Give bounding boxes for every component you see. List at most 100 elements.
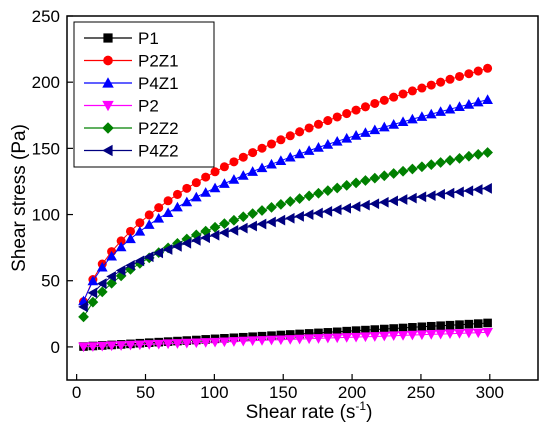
y-tick-label: 50 (41, 272, 60, 291)
legend-label-p1: P1 (138, 29, 159, 48)
data-point-p2z2 (313, 187, 324, 199)
data-point-p1 (323, 328, 333, 337)
data-point-p4z1 (106, 250, 117, 261)
data-point-p1 (267, 331, 276, 340)
data-point-p2z2 (397, 165, 409, 177)
legend-item-p4z1: P4Z1 (84, 74, 179, 93)
data-point-p1 (351, 326, 361, 335)
data-point-p2z2 (228, 214, 240, 226)
data-point-p2 (378, 331, 390, 342)
x-tick-label: 250 (407, 383, 435, 402)
data-point-p2 (435, 329, 447, 340)
data-point-p2 (303, 334, 315, 345)
data-point-p2z2 (350, 177, 362, 189)
series-p4z2 (78, 182, 492, 313)
data-point-p4z1 (322, 139, 334, 149)
data-point-p2 (115, 341, 127, 351)
data-point-p1 (342, 326, 352, 336)
data-point-p4z1 (284, 151, 296, 162)
data-point-p1 (408, 323, 417, 332)
x-tick-label: 100 (200, 383, 228, 402)
data-point-p4z2 (87, 287, 98, 299)
data-point-p4z2 (266, 216, 276, 228)
data-point-p2 (407, 330, 418, 341)
data-point-p4z2 (143, 251, 154, 263)
axis-ticks: 0 50 100 150 200 250 300 0 50 100 150 200 250 (32, 7, 504, 402)
data-point-p4z2 (237, 222, 248, 234)
data-point-p2z1 (426, 80, 436, 90)
data-point-p2z2 (219, 218, 230, 230)
data-point-p4z1 (482, 94, 493, 104)
data-point-p4z1 (172, 201, 183, 212)
data-point-p1 (285, 330, 295, 339)
data-point-p2z2 (482, 147, 493, 158)
data-point-p4z1 (219, 178, 230, 188)
data-point-p4z2 (341, 202, 352, 214)
data-point-p4z2 (331, 204, 342, 216)
data-point-p1 (380, 324, 389, 334)
data-point-p4z2 (407, 192, 417, 204)
data-point-p4z1 (369, 124, 381, 135)
legend-marker-p1 (103, 33, 113, 43)
data-point-p2 (350, 332, 362, 343)
data-point-p4z1 (341, 132, 353, 143)
plot-frame (66, 15, 539, 381)
data-point-p2z2 (266, 202, 277, 213)
data-point-p4z1 (143, 219, 155, 229)
data-point-p2z2 (425, 159, 437, 171)
data-point-p4z2 (219, 227, 229, 239)
data-point-p4z1 (275, 155, 287, 165)
data-point-p2z1 (163, 196, 173, 206)
series-p2 (78, 328, 493, 353)
data-point-p4z1 (407, 113, 418, 124)
data-point-p4z1 (256, 162, 268, 173)
data-point-p4z2 (322, 205, 333, 217)
data-point-p2 (388, 331, 400, 342)
data-point-p2z2 (87, 296, 99, 308)
data-point-p4z2 (78, 301, 88, 313)
data-point-p2 (190, 338, 202, 349)
data-point-p1 (332, 327, 342, 337)
data-point-p1 (389, 324, 398, 333)
data-point-p2z1 (182, 183, 192, 193)
data-point-p2z1 (436, 77, 446, 87)
data-point-p4z1 (96, 261, 108, 272)
data-point-p2z1 (473, 66, 483, 76)
legend-label-p4z1: P4Z1 (138, 74, 179, 93)
data-point-p2 (313, 334, 324, 344)
data-point-p2z1 (144, 210, 154, 220)
data-point-p2z1 (464, 69, 474, 79)
legend-item-p2z1: P2Z1 (84, 52, 179, 71)
data-point-p4z1 (350, 130, 362, 140)
data-point-p2 (134, 340, 146, 351)
data-point-p4z1 (125, 233, 136, 244)
x-tick-label: 200 (338, 383, 366, 402)
data-point-p4z2 (96, 278, 107, 290)
data-point-p4z2 (454, 186, 464, 198)
data-point-p2z1 (276, 135, 286, 145)
data-point-p1 (483, 318, 492, 328)
data-point-p2 (331, 333, 343, 344)
data-point-p4z2 (435, 188, 445, 200)
data-point-p2z2 (237, 211, 249, 223)
legend-item-p4z2: P4Z2 (84, 142, 179, 161)
data-point-p2z1 (389, 92, 399, 102)
data-point-p1 (464, 319, 474, 329)
data-point-p4z1 (134, 225, 146, 236)
data-point-p2 (284, 335, 296, 345)
data-point-p2 (454, 329, 465, 339)
data-point-p2z1 (454, 71, 465, 82)
data-point-p4z2 (378, 196, 389, 208)
data-point-p1 (304, 329, 314, 338)
data-point-p2z2 (96, 286, 108, 298)
data-point-p2z2 (284, 196, 296, 207)
plot-marks (78, 63, 493, 353)
data-point-p4z1 (237, 170, 249, 180)
data-point-p4z1 (444, 103, 456, 114)
data-point-p4z1 (87, 275, 99, 286)
legend-label-p4z2: P4Z2 (138, 142, 179, 161)
legend-marker-p2 (102, 100, 114, 112)
series-line-p4z2 (83, 187, 488, 308)
data-point-p4z2 (134, 255, 145, 267)
